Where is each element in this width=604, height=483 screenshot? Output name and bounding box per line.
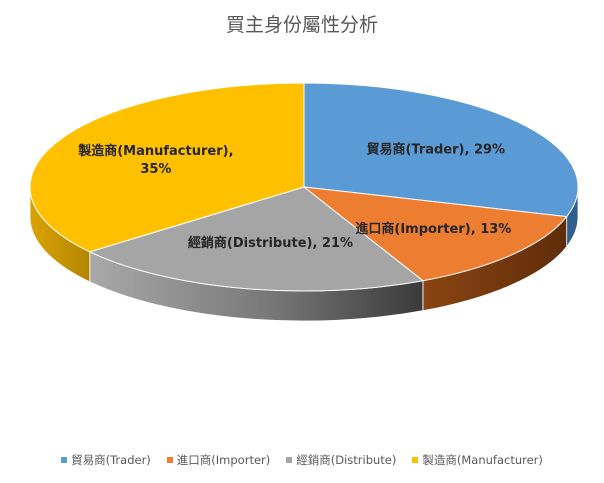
legend-item-3: 製造商(Manufacturer) [412,452,543,468]
legend-label-2: 經銷商(Distribute) [296,453,397,467]
pie-slice-1 [302,186,568,282]
legend-swatch-2 [286,457,293,463]
data-label-0: 貿易商(Trader), 29% [366,142,505,158]
legend-item-0: 貿易商(Trader) [61,452,151,468]
legend-swatch-0 [61,457,68,463]
chart-title: 買主身份屬性分析 [225,14,378,36]
data-label-1: 進口商(Importer), 13% [355,221,511,237]
legend-label-3: 製造商(Manufacturer) [422,453,543,467]
pie-slice-2 [88,186,425,292]
chart-legend: 貿易商(Trader) 進口商(Importer) 經銷商(Distribute) 製… [0,452,604,468]
legend-label-1: 進口商(Importer) [176,453,271,467]
data-labels: 貿易商(Trader), 29% 進口商(Importer), 13%經銷商(Di… [77,142,511,251]
data-label-3: 製造商(Manufacturer), 35% [77,143,233,177]
pie-slices [29,82,579,292]
data-label-2: 經銷商(Distribute), 21% [188,235,353,251]
legend-swatch-1 [166,457,173,463]
pie-slice-0 [303,82,579,218]
legend-item-2: 經銷商(Distribute) [286,452,396,468]
pie-slice-3 [29,82,305,253]
legend-swatch-3 [412,457,419,463]
legend-item-1: 進口商(Importer) [166,452,271,468]
legend-label-0: 貿易商(Trader) [71,453,151,467]
